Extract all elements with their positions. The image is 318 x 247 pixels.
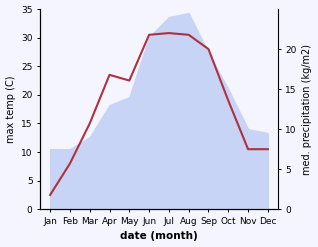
- Y-axis label: max temp (C): max temp (C): [5, 75, 16, 143]
- X-axis label: date (month): date (month): [120, 231, 198, 242]
- Y-axis label: med. precipitation (kg/m2): med. precipitation (kg/m2): [302, 44, 313, 175]
